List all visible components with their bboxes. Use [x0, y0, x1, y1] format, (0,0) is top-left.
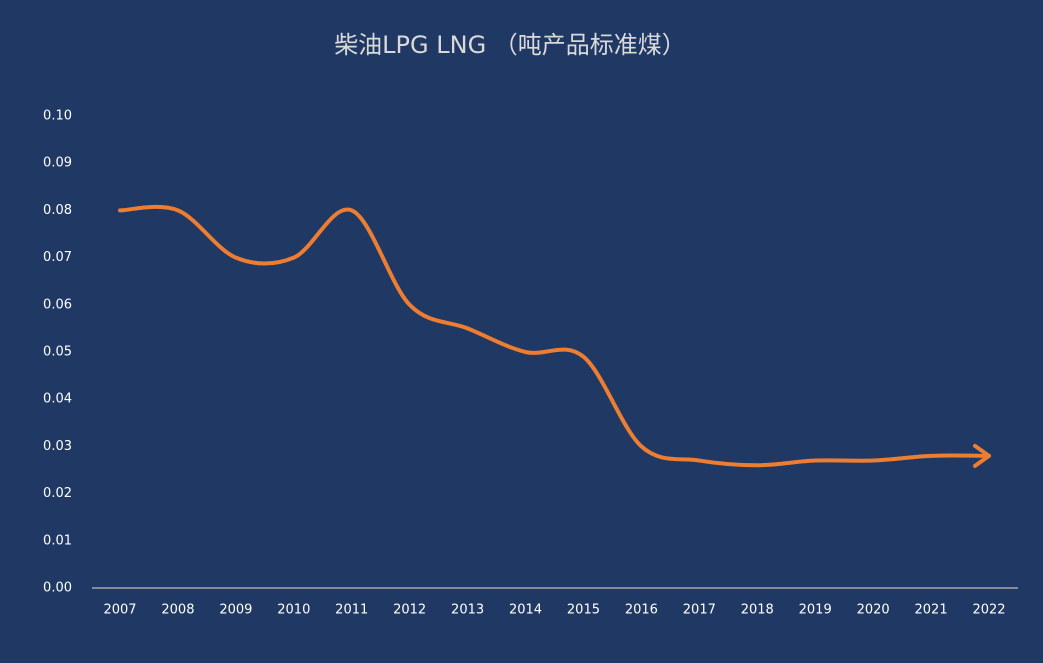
y-tick-label: 0.00: [43, 581, 72, 596]
y-tick-label: 0.06: [43, 297, 72, 312]
x-tick-label: 2022: [972, 603, 1005, 618]
x-tick-label: 2021: [915, 603, 948, 618]
x-tick-label: 2015: [567, 603, 600, 618]
y-tick-label: 0.05: [43, 345, 72, 360]
x-tick-label: 2017: [683, 603, 716, 618]
arrow-head: [973, 443, 991, 468]
chart-title: 柴油LPG LNG （吨产品标准煤）: [334, 31, 686, 59]
x-tick-label: 2011: [335, 603, 368, 618]
x-tick-label: 2016: [625, 603, 658, 618]
y-tick-label: 0.07: [43, 250, 72, 265]
y-tick-label: 0.10: [43, 109, 72, 124]
y-tick-label: 0.08: [43, 203, 72, 218]
line: [118, 204, 991, 468]
x-tick-label: 2020: [857, 603, 890, 618]
y-tick-label: 0.04: [43, 392, 72, 407]
x-tick-label: 2009: [219, 603, 252, 618]
x-tick-label: 2007: [103, 603, 136, 618]
y-tick-label: 0.02: [43, 486, 72, 501]
x-tick-label: 2014: [509, 603, 542, 618]
x-tick-label: 2012: [393, 603, 426, 618]
y-tick-label: 0.03: [43, 439, 72, 454]
x-tick-label: 2013: [451, 603, 484, 618]
x-tick-label: 2008: [161, 603, 194, 618]
x-tick-label: 2019: [799, 603, 832, 618]
x-tick-label: 2010: [277, 603, 310, 618]
y-tick-label: 0.01: [43, 533, 72, 548]
y-tick-label: 0.09: [43, 156, 72, 171]
x-tick-label: 2018: [741, 603, 774, 618]
